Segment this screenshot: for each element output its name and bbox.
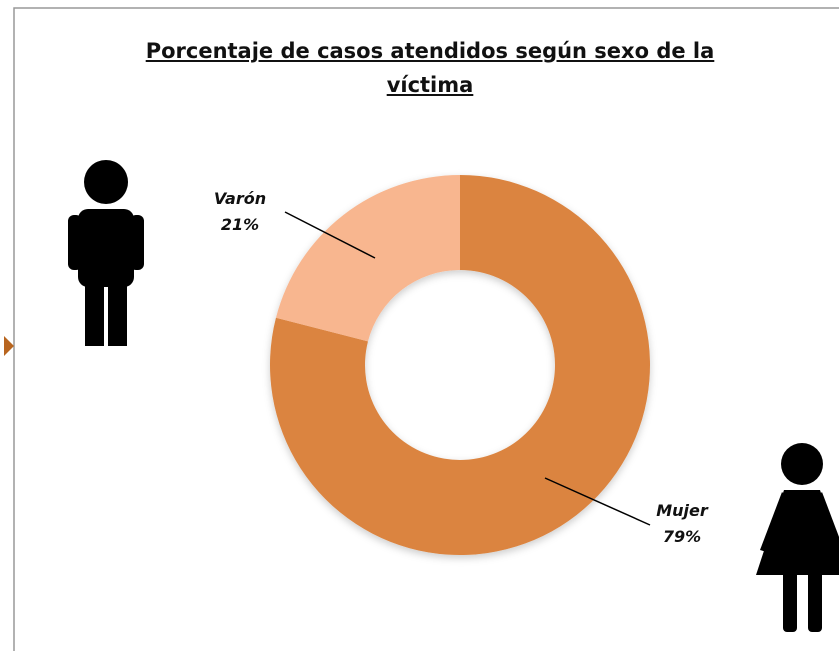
slice-value: 21% [221,215,259,234]
frame [13,7,839,651]
man-icon [68,160,144,346]
donut [269,175,651,555]
donut-slice [269,175,651,555]
leader-line [284,211,376,259]
arrow [4,336,14,356]
leader-line [544,477,651,526]
chart-title: Porcentaje de casos atendidos según sexo… [145,39,715,97]
slice-value: 79% [663,527,701,546]
slice-label: Mujer [656,501,709,520]
slice-label: Varón [214,189,266,208]
donut-slice [275,175,460,342]
woman-icon [756,443,839,632]
